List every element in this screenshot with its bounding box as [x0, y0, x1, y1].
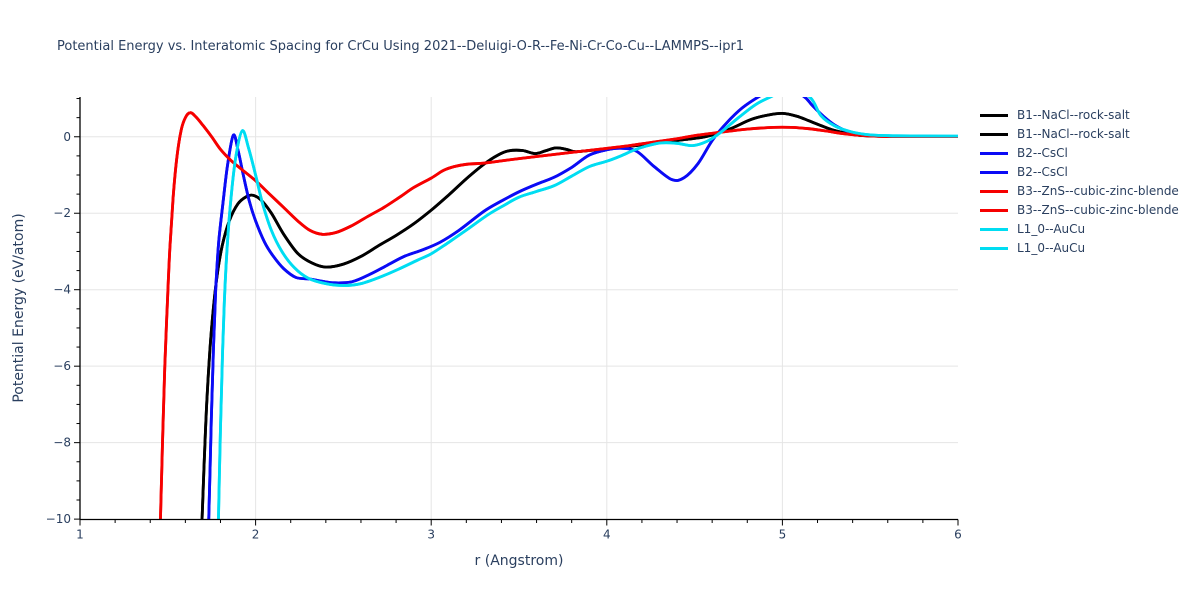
- y-tick-label: −4: [53, 283, 71, 297]
- x-tick-label: 2: [252, 528, 260, 542]
- legend-item[interactable]: L1_0--AuCu: [980, 220, 1179, 239]
- legend-item-label: B3--ZnS--cubic-zinc-blende: [1017, 203, 1179, 217]
- curve-L1_0--AuCu: [217, 97, 958, 520]
- legend-line-swatch: [980, 209, 1008, 212]
- legend-item-label: B1--NaCl--rock-salt: [1017, 127, 1130, 141]
- legend-line-swatch: [980, 171, 1008, 174]
- curve-B3--ZnS--cubic-zinc-blende: [159, 111, 958, 520]
- y-tick-label: 0: [63, 130, 71, 144]
- legend-item-label: B2--CsCl: [1017, 165, 1068, 179]
- curves: [159, 97, 958, 520]
- ticks: [74, 98, 959, 526]
- y-tick-label: −10: [46, 512, 71, 526]
- legend-item[interactable]: B3--ZnS--cubic-zinc-blende: [980, 201, 1179, 220]
- x-tick-label: 3: [427, 528, 435, 542]
- chart-title: Potential Energy vs. Interatomic Spacing…: [57, 39, 745, 54]
- legend-item-label: B1--NaCl--rock-salt: [1017, 108, 1130, 122]
- axes: [79, 97, 958, 521]
- legend-item[interactable]: B3--ZnS--cubic-zinc-blende: [980, 182, 1179, 201]
- legend-line-swatch: [980, 228, 1008, 231]
- legend-line-swatch: [980, 152, 1008, 155]
- legend-item[interactable]: B1--NaCl--rock-salt: [980, 125, 1179, 144]
- legend-line-swatch: [980, 133, 1008, 136]
- curve-B1--NaCl--rock-salt: [200, 111, 958, 520]
- legend-item-label: B3--ZnS--cubic-zinc-blende: [1017, 184, 1179, 198]
- curve-L1_0--AuCu: [217, 97, 958, 520]
- x-tick-label: 4: [603, 528, 611, 542]
- legend-item-label: L1_0--AuCu: [1017, 222, 1086, 236]
- legend-line-swatch: [980, 190, 1008, 193]
- y-tick-label: −6: [53, 359, 71, 373]
- tick-labels: 1 2 3 4 5 6 0 −2 −4 −6 −8 −10: [46, 130, 962, 542]
- x-tick-label: 1: [76, 528, 84, 542]
- legend-item[interactable]: B2--CsCl: [980, 163, 1179, 182]
- y-tick-label: −8: [53, 436, 71, 450]
- legend-item-label: L1_0--AuCu: [1017, 241, 1086, 255]
- legend: B1--NaCl--rock-salt B1--NaCl--rock-salt B2…: [980, 106, 1179, 258]
- curve-B1--NaCl--rock-salt: [200, 111, 958, 520]
- legend-item-label: B2--CsCl: [1017, 146, 1068, 160]
- legend-item[interactable]: B2--CsCl: [980, 144, 1179, 163]
- x-axis-title: r (Angstrom): [474, 553, 564, 569]
- gridlines: [80, 97, 958, 520]
- legend-item[interactable]: B1--NaCl--rock-salt: [980, 106, 1179, 125]
- legend-item[interactable]: L1_0--AuCu: [980, 239, 1179, 258]
- legend-line-swatch: [980, 247, 1008, 250]
- curve-B2--CsCl: [207, 97, 958, 520]
- x-tick-label: 5: [779, 528, 787, 542]
- legend-line-swatch: [980, 114, 1008, 117]
- y-tick-label: −2: [53, 206, 71, 220]
- x-tick-label: 6: [954, 528, 962, 542]
